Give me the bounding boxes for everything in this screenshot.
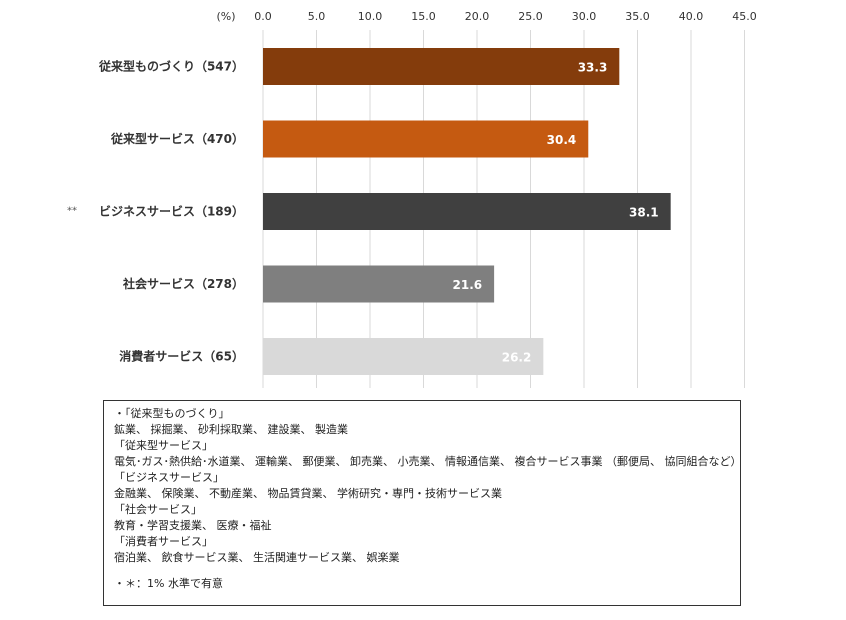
x-tick-label: 5.0: [308, 10, 326, 23]
x-tick-label: 45.0: [732, 10, 757, 23]
bars: [263, 48, 671, 375]
x-tick-label: 25.0: [518, 10, 543, 23]
significance-marks: **: [67, 206, 77, 217]
bar: [263, 265, 495, 303]
value-label: 33.3: [578, 61, 608, 75]
note-line: 「ビジネスサービス」: [114, 471, 224, 484]
category-label: 社会サービス（278）: [122, 276, 244, 291]
category-label: 従来型ものづくり（547）: [98, 59, 244, 74]
bar: [263, 120, 589, 158]
x-tick-label: 20.0: [465, 10, 490, 23]
x-tick-label: 15.0: [411, 10, 436, 23]
note-line: 「従来型サービス」: [114, 439, 213, 452]
category-label: ビジネスサービス（189）: [99, 204, 244, 219]
category-label: 消費者サービス（65）: [119, 349, 244, 364]
x-tick-label: 10.0: [358, 10, 383, 23]
x-axis-ticks: 0.0 5.0 10.0 15.0 20.0 25.0 30.0 35.0 40.0 45.0: [254, 10, 757, 23]
note-line: 電気･ガス･熱供給･水道業、 運輸業、 郵便業、 卸売業、 小売業、 情報通信業…: [114, 455, 742, 468]
notes-box: ・「従来型ものづくり」 鉱業、 採掘業、 砂利採取業、 建設業、 製造業 「従来…: [103, 400, 741, 606]
value-label: 30.4: [547, 133, 577, 147]
note-line: 教育・学習支援業、 医療・福祉: [114, 519, 272, 532]
note-line: ・「従来型ものづくり」: [114, 407, 230, 420]
category-label: 従来型サービス（470）: [110, 131, 244, 146]
x-tick-label: 35.0: [625, 10, 650, 23]
note-line: 「消費者サービス」: [114, 535, 213, 548]
bar: [263, 338, 544, 375]
note-line: 金融業、 保険業、 不動産業、 物品賃貸業、 学術研究・専門・技術サービス業: [114, 487, 502, 500]
note-line: 鉱業、 採掘業、 砂利採取業、 建設業、 製造業: [114, 423, 348, 436]
value-label: 38.1: [629, 206, 659, 220]
x-tick-label: 0.0: [254, 10, 272, 23]
note-line: 宿泊業、 飲食サービス業、 生活関連サービス業、 娯楽業: [114, 551, 400, 564]
significance-mark: **: [67, 206, 77, 217]
bar-chart: 0.0 5.0 10.0 15.0 20.0 25.0 30.0 35.0 40.0 45.0 (…: [67, 10, 757, 388]
value-labels: 33.3 30.4 38.1 21.6 26.2: [453, 61, 659, 365]
note-line: 「社会サービス」: [114, 503, 202, 516]
value-label: 26.2: [502, 351, 532, 365]
category-labels: 従来型ものづくり（547） 従来型サービス（470） ビジネスサービス（189） 社会…: [98, 59, 244, 364]
bar: [263, 48, 620, 85]
x-tick-label: 30.0: [572, 10, 597, 23]
bar: [263, 193, 671, 230]
significance-note: ・＊：1% 水準で有意: [114, 577, 223, 590]
value-label: 21.6: [453, 278, 483, 292]
x-tick-label: 40.0: [679, 10, 704, 23]
unit-label: (%): [216, 10, 235, 23]
